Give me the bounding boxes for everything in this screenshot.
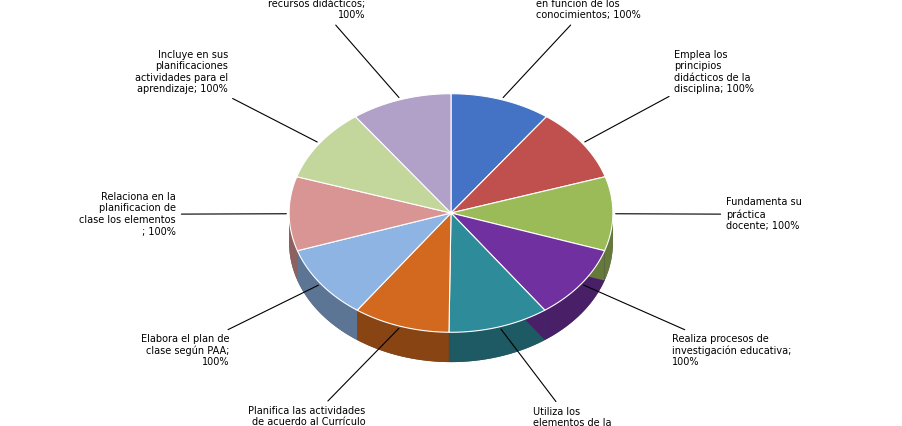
- Polygon shape: [449, 213, 451, 362]
- Polygon shape: [298, 251, 357, 340]
- Polygon shape: [357, 213, 451, 340]
- Polygon shape: [451, 213, 545, 340]
- Polygon shape: [355, 94, 451, 213]
- Polygon shape: [451, 117, 605, 213]
- Text: Realiza procesos de
investigación educativa;
100%: Realiza procesos de investigación educat…: [584, 285, 792, 368]
- Text: Incluye en sus
planificaciones
actividades para el
aprendizaje; 100%: Incluye en sus planificaciones actividad…: [134, 50, 318, 142]
- Polygon shape: [451, 213, 604, 281]
- Polygon shape: [451, 94, 547, 213]
- Text: Relaciona en la
planificacion de
clase los elementos
; 100%: Relaciona en la planificacion de clase l…: [79, 192, 286, 237]
- Polygon shape: [449, 213, 451, 362]
- Polygon shape: [449, 213, 545, 332]
- Polygon shape: [297, 117, 451, 213]
- Polygon shape: [298, 213, 451, 281]
- Polygon shape: [451, 213, 604, 281]
- Text: Utiliza los
elementos de la
estructura: Utiliza los elementos de la estructura: [501, 329, 612, 426]
- Polygon shape: [298, 213, 451, 310]
- Polygon shape: [357, 213, 451, 340]
- Text: Emplea los
principios
didácticos de la
disciplina; 100%: Emplea los principios didácticos de la d…: [584, 50, 754, 142]
- Polygon shape: [290, 177, 451, 251]
- Polygon shape: [290, 213, 612, 362]
- Polygon shape: [604, 213, 612, 281]
- Polygon shape: [357, 310, 449, 362]
- Polygon shape: [451, 213, 604, 310]
- Polygon shape: [290, 213, 298, 281]
- Text: Selecciona y diseña
recursos didácticos;
100%: Selecciona y diseña recursos didácticos;…: [269, 0, 399, 98]
- Polygon shape: [357, 213, 451, 332]
- Text: Orienta el aprendizaje
en función de los
conocimientos; 100%: Orienta el aprendizaje en función de los…: [503, 0, 645, 98]
- Polygon shape: [451, 177, 612, 251]
- Text: Fundamenta su
práctica
docente; 100%: Fundamenta su práctica docente; 100%: [616, 197, 802, 231]
- Polygon shape: [298, 213, 451, 281]
- Text: Elabora el plan de
clase según PAA;
100%: Elabora el plan de clase según PAA; 100%: [142, 285, 318, 368]
- Polygon shape: [545, 251, 604, 340]
- Polygon shape: [451, 213, 545, 340]
- Polygon shape: [449, 310, 545, 362]
- Text: Planifica las actividades
de acuerdo al Currículo
Nacional; 96%: Planifica las actividades de acuerdo al …: [248, 328, 399, 426]
